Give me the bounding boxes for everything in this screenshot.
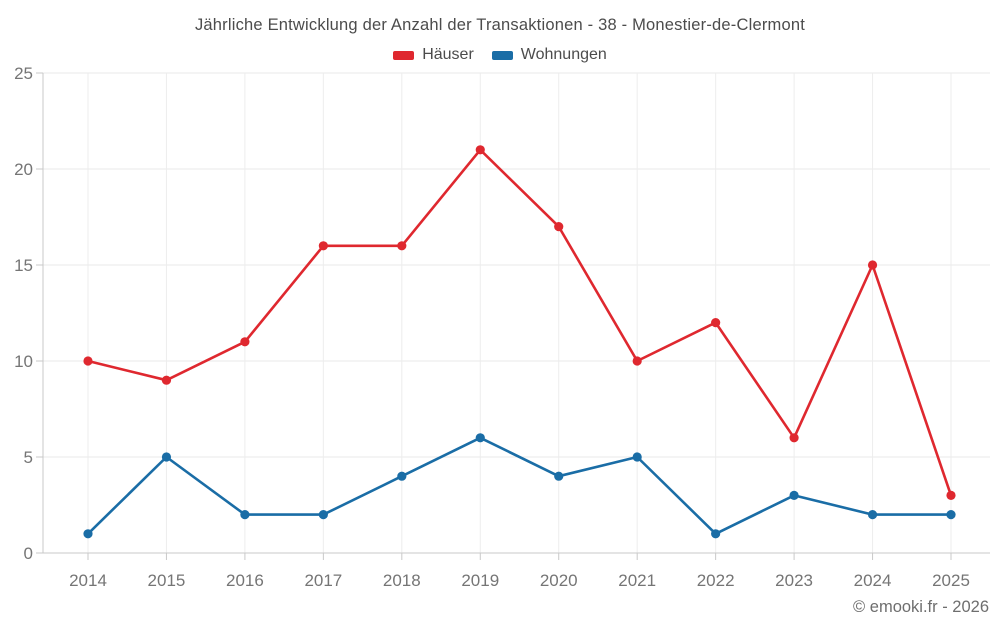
data-point-haeuser-2024 (867, 260, 878, 270)
x-tick-label: 2019 (461, 571, 499, 590)
chart-legend: Häuser Wohnungen (0, 46, 1000, 64)
data-point-wohnungen-2020 (554, 471, 564, 481)
x-tick-label: 2023 (775, 571, 813, 590)
x-tick-label: 2021 (618, 571, 656, 590)
data-point-haeuser-2016 (240, 337, 250, 347)
data-point-wohnungen-2016 (240, 509, 250, 520)
data-point-wohnungen-2022 (711, 529, 721, 539)
data-point-haeuser-2018 (397, 241, 407, 251)
data-point-wohnungen-2021 (632, 452, 642, 462)
data-point-haeuser-2017 (318, 241, 328, 251)
data-point-wohnungen-2019 (475, 433, 485, 443)
y-tick-label: 0 (24, 544, 33, 563)
x-tick-label: 2025 (932, 571, 970, 590)
x-tick-label: 2015 (148, 571, 186, 590)
y-tick-label: 25 (14, 64, 33, 83)
legend-label: Häuser (422, 46, 474, 63)
y-tick-label: 20 (14, 160, 33, 179)
data-point-haeuser-2014 (83, 356, 93, 366)
data-point-wohnungen-2025 (946, 509, 956, 520)
series-line-haeuser (86, 148, 953, 497)
data-point-haeuser-2021 (632, 356, 642, 366)
data-point-wohnungen-2014 (83, 529, 93, 539)
chart-title: Jährliche Entwicklung der Anzahl der Tra… (194, 16, 806, 34)
data-point-haeuser-2023 (789, 433, 799, 443)
y-tick-label: 10 (14, 352, 33, 371)
y-tick-label: 15 (14, 256, 33, 275)
x-tick-label: 2022 (697, 571, 735, 590)
data-point-haeuser-2025 (946, 490, 956, 500)
x-tick-label: 2020 (540, 571, 578, 590)
legend-item-haeuser[interactable]: Häuser (393, 46, 474, 64)
copyright-footer: © emooki.fr - 2026 (853, 598, 989, 616)
x-tick-label: 2018 (383, 571, 421, 590)
x-tick-label: 2017 (304, 571, 342, 590)
data-point-wohnungen-2015 (161, 452, 172, 462)
data-point-wohnungen-2017 (318, 509, 328, 520)
data-point-haeuser-2022 (711, 318, 721, 328)
x-tick-label: 2024 (854, 571, 892, 590)
data-point-wohnungen-2024 (867, 509, 878, 520)
data-point-wohnungen-2023 (789, 490, 799, 500)
legend-item-wohnungen[interactable]: Wohnungen (491, 46, 607, 64)
legend-swatch-wohnungen (491, 50, 513, 60)
x-tick-label: 2014 (69, 571, 107, 590)
x-tick-label: 2016 (226, 571, 264, 590)
data-point-haeuser-2015 (161, 375, 172, 385)
data-point-wohnungen-2018 (397, 471, 407, 481)
y-tick-label: 5 (24, 448, 33, 467)
data-point-haeuser-2020 (554, 222, 564, 232)
legend-label: Wohnungen (520, 46, 607, 63)
legend-swatch-haeuser (393, 50, 415, 60)
data-point-haeuser-2019 (475, 145, 485, 155)
series-line-wohnungen (86, 436, 953, 536)
